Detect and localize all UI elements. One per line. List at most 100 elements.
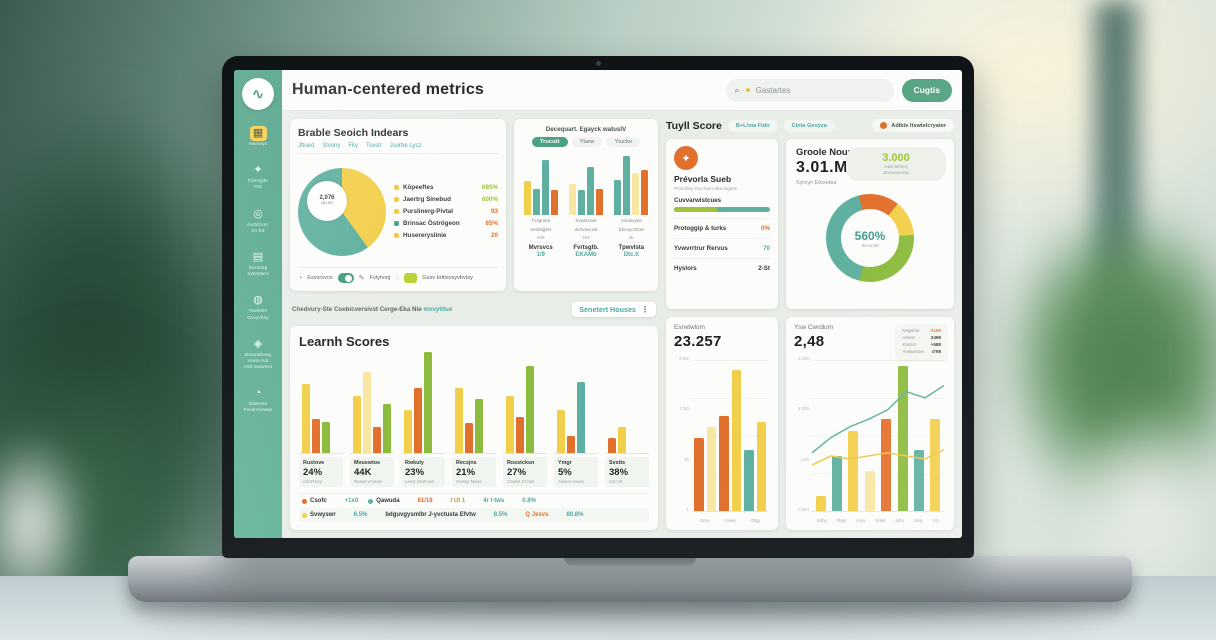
footer-cell-text: 8.5% (493, 512, 508, 518)
compare-filter-rest: Ytarw Ytucke (571, 137, 641, 147)
toggle-switch[interactable] (337, 273, 354, 283)
x-tick: Yvtwt (874, 518, 886, 523)
metric-row: Hyslors 2-St (674, 257, 770, 278)
kpi-cards-row: Esrwtwlom 23.257 3.52r 1750 4b 1 (666, 317, 954, 530)
x-tick: Dtgy (751, 518, 761, 523)
engagement-tab[interactable]: Jsurbe Lycz (389, 143, 422, 149)
stat-card[interactable]: Recsjns 21% Gwstyt Msws (452, 457, 496, 487)
x-tick: Dzoy (699, 518, 710, 523)
footer-label-1: Esvsrsvce (307, 275, 333, 281)
custom-big-number: 2,48 (794, 333, 825, 350)
bar (557, 409, 565, 453)
metric-label: Protoggip & turks (674, 224, 727, 232)
brand-logo-glyph: ∿ (251, 86, 265, 103)
trend-lines (812, 358, 944, 511)
top-bar: Human-centered metrics ⌕ Gastartes Cugti… (282, 70, 962, 111)
plot-area (812, 358, 944, 512)
period-selector[interactable]: Senetert Houses ⋮ (572, 301, 656, 317)
y-tick: 1.200 (798, 356, 809, 361)
sidebar-items: ▦ Awrsvys ✦ Fdvvsjds Gst (244, 110, 273, 414)
legend-dot (394, 221, 399, 226)
stat-card[interactable]: Rwkuly 23% Lesst tstsFows (401, 457, 445, 487)
earn-big-number: 23.257 (674, 333, 722, 350)
score-cta-button[interactable]: Adikte Itswtelcryater (872, 119, 954, 132)
compare-filter[interactable]: Ytarw (571, 137, 603, 147)
sidebar-item[interactable]: ◎ Avrtdzvsc Gv'Ed (244, 204, 273, 234)
sidebar-item[interactable]: ▦ Awrsvys (244, 123, 273, 147)
engagement-tab[interactable]: Slvony (322, 143, 341, 149)
brand-logo[interactable]: ∿ (242, 78, 274, 110)
footer-dot (377, 513, 382, 518)
legend-row: Asvwt 2498 (902, 335, 941, 342)
earn-card: Esrwtwlom 23.257 3.52r 1750 4b 1 (666, 317, 778, 530)
legend-value: +588 (930, 341, 941, 347)
legend-row: Kvssst +588 (902, 342, 941, 349)
bar (832, 455, 843, 511)
lime-action-button[interactable] (404, 273, 418, 283)
background-plant-right (996, 200, 1216, 520)
sidebar-item[interactable]: ✦ Fdvvsjds Gst (244, 160, 273, 190)
score-filter[interactable]: Cinta Gevyza (783, 119, 835, 132)
engagement-tab[interactable]: Fky (348, 143, 359, 149)
sidebar-item-label: Fsvsrssvwse (243, 407, 273, 413)
sidebar-item[interactable]: ◔ Edwsvts Fsvsrssvwse (244, 383, 273, 413)
badge-value: 3.000 (882, 152, 910, 164)
stat-card[interactable]: Mvuswtos 44K Ruswt wt stsw (350, 457, 394, 487)
footer-dot (475, 499, 480, 504)
sidebar-item[interactable]: ▤ Svzssbg Svtvstwrs (244, 247, 273, 277)
engagement-tab[interactable]: Jttued (298, 143, 315, 149)
footer-dot (558, 513, 563, 518)
stat-caption: Cswlst Jrt bwt (507, 479, 535, 484)
bar (632, 172, 640, 215)
bar (516, 416, 524, 453)
bar (455, 388, 463, 453)
stat-card[interactable]: Svstts 38% Cst t B (605, 457, 649, 487)
compare-value: Dtc.tl (623, 251, 639, 258)
sidebar-item[interactable]: ◍ Tswsssrt Gvvyvbsy (244, 290, 273, 320)
footer-label-2: Fvtytvstj (369, 275, 391, 281)
stat-card[interactable]: Ymgr 5% Aslwss sswm (554, 457, 598, 487)
compare-filter-active[interactable]: Trucutt (531, 137, 568, 147)
search-input[interactable]: ⌕ Gastartes (725, 78, 894, 102)
bar (719, 416, 729, 511)
x-tick: Jylta (894, 518, 904, 523)
score-cta-label: Adikte Itswtelcryater (891, 122, 946, 129)
learn-toolbar: Chedvury-Ste Coebicversivst Cerge-Eka Ni… (290, 298, 658, 320)
stat-name: Rwkuly (405, 460, 424, 466)
kebab-menu-icon[interactable]: ⋮ (641, 304, 649, 314)
y-axis: 1.200 5.008 4.84 0.884 (794, 356, 809, 512)
combo-bars (812, 358, 944, 511)
prevorla-title: Prévorla Sueb (674, 174, 732, 184)
footer-cell: Svwyswr (302, 512, 336, 518)
compare-name: Tpwvlsta (618, 241, 645, 251)
sidebar-item-label: Vsd swtwsss (243, 364, 273, 370)
bar (586, 166, 594, 215)
bar (595, 188, 603, 215)
prevorla-card: ✦ Prévorla Sueb Provnboy Svc/Swl Ubta ar… (666, 139, 778, 309)
stat-card[interactable]: Rosstcksn 27% Cswlst Jrt bwt (503, 457, 547, 487)
footer-cell: Q Jesvs (517, 512, 548, 518)
stat-caption: Cst t B (609, 479, 623, 484)
score-filter[interactable]: B+L/vta Fidn (727, 119, 778, 132)
sidebar-item[interactable]: ◈ Brssrwlsvwj svwst-tvb Vsd swtwsss (244, 334, 273, 371)
metric-label: Hyslors (674, 264, 697, 272)
bar (465, 422, 473, 453)
sidebar-item-label: Gv'Ed (251, 227, 265, 233)
page-title: Human-centered metrics (292, 81, 485, 98)
learn-group-bars (401, 352, 445, 454)
engagement-tab[interactable]: Tsxsrt (366, 143, 382, 149)
sidebar-item-label: Brssrwlsvwj (244, 351, 272, 357)
donut-center-value: 560% (854, 228, 886, 243)
bar (506, 396, 514, 453)
stat-card[interactable]: Rustove 24% Adst't-tivy (299, 457, 343, 487)
footer-cell-text: Csofc (310, 498, 327, 504)
bar (930, 419, 941, 511)
legend-value: 85% (485, 220, 498, 227)
compare-chart: Tvsgrwrti tvrebsjj/tsl 498 Mvrsvcs 1/9 (520, 153, 652, 284)
bar (614, 180, 622, 215)
zoom-icon: ◌ (395, 274, 400, 282)
custom-label: Ysw Cwrdlum (794, 324, 834, 331)
search-button[interactable]: Cugtis (901, 78, 952, 102)
compare-filter[interactable]: Ytucke (606, 137, 641, 147)
sidebar-item-label: Fdvvsjds (248, 178, 268, 184)
